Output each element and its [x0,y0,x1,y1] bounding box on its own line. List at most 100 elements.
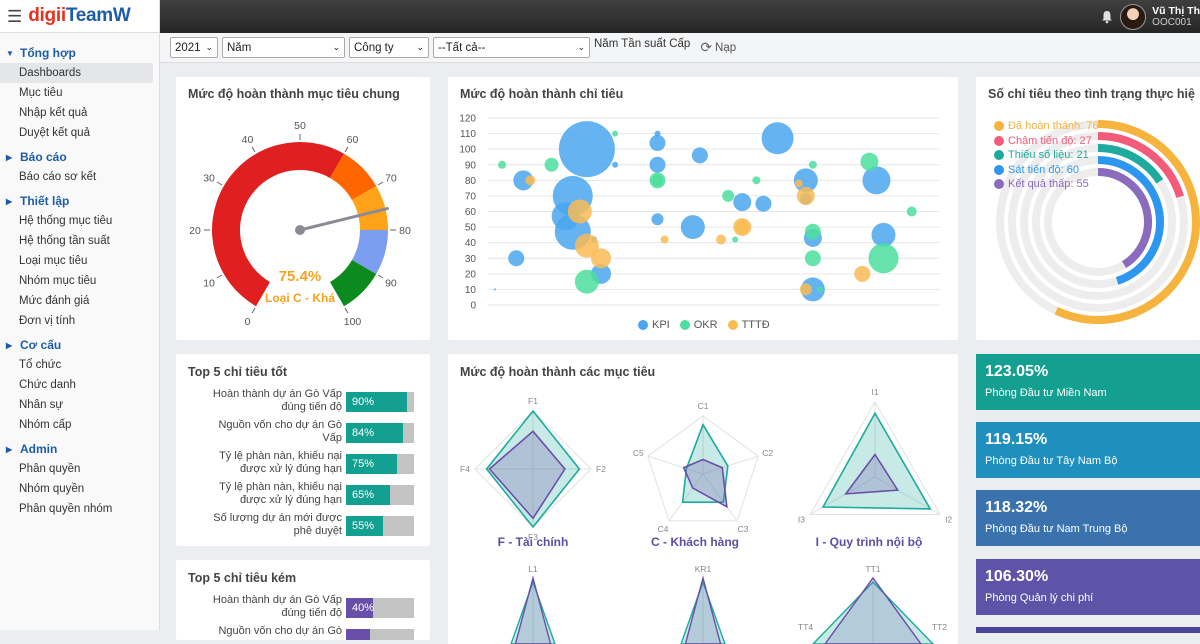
department-tile[interactable]: 119.15% Phòng Đầu tư Tây Nam Bộ [976,422,1200,478]
nav-item[interactable]: Duyệt kết quả [19,127,90,139]
nav-item[interactable]: Loại mục tiêu [19,255,88,267]
nav-item[interactable]: Chức danh [19,379,76,391]
radar-series-1 [844,453,900,495]
ring-legend-item: Đã hoàn thành: 76 [994,119,1099,134]
bubble-point-kpi [862,166,891,195]
hamburger-menu-icon[interactable]: ☰ [7,6,23,26]
gauge-band-2 [351,186,388,230]
legend-dot [994,135,1004,146]
top_good-bar-fill: 75% [346,454,397,474]
nav-spacer [0,519,159,523]
radar-charts: F1 F2 F3 F4 C1 C2 C3 C4 C5 I1 I2 I3 L1 KR1 TT1 TT4 TT2 [460,387,952,644]
radar-axis-label: F1 [528,396,538,406]
scope-select[interactable]: --Tất cả-- ⌄ [433,37,590,58]
nav-group-4[interactable]: ▶ Admin [0,439,159,459]
top_bad-bar-track: 40% [346,598,414,618]
nav-item[interactable]: Dashboards [0,63,153,83]
nav-item[interactable]: Hệ thống tần suất [19,235,110,247]
bubble-point-okr [732,236,739,243]
bubble-point-kpi [680,215,705,240]
bubble-point-tttđ [567,199,592,224]
app-logo[interactable]: digiiTeamW [28,5,131,27]
ring-legend-item: Thiếu số liệu: 21 [994,148,1099,163]
period-select[interactable]: Năm ⌄ [222,37,345,58]
department-tile[interactable]: 118.32% Phòng Đầu tư Nam Trung Bộ [976,490,1200,546]
bubble-point-kpi [654,130,661,137]
department-tile[interactable]: 123.05% Phòng Đầu tư Miền Nam [976,354,1200,410]
radar-series-1 [684,575,722,644]
bubble-point-kpi [800,277,825,302]
radar-series-1 [824,576,922,644]
gauge-title: Mức độ hoàn thành mục tiêu chung [188,87,400,101]
bell-icon[interactable] [1100,10,1114,24]
nav-item[interactable]: Nhân sự [19,399,64,411]
bubble-chart: 0 10 20 30 40 50 60 70 80 90 100 110 120 [459,114,940,312]
nav-item[interactable]: Tổ chức [19,359,62,371]
nav-group-2[interactable]: ▶ Thiết lập [0,191,159,211]
bubble-point-tttđ [591,248,611,269]
legend-dot [994,121,1004,132]
nav-item[interactable]: Nhóm mục tiêu [19,275,97,287]
department-tile[interactable]: 106.30% Phòng Quản lý chi phí [976,559,1200,615]
nav-item[interactable]: Mục tiêu [19,87,63,99]
logo-text-blue: TeamW [65,5,131,26]
avatar[interactable] [1120,3,1147,30]
user-menu[interactable]: Vũ Thị Th OOC001 [1100,0,1200,33]
bubble-point-okr [544,157,559,172]
top_bad-bar-track [346,629,414,640]
bubble-y-tick: 110 [460,129,476,140]
nav-group-3[interactable]: ▶ Cơ cấu [0,335,159,355]
ring-arc-2 [1097,144,1164,184]
bubble-title: Mức độ hoàn thành chỉ tiêu [460,87,624,101]
bubble-point-tttđ [854,265,871,282]
top-bad-title: Top 5 chỉ tiêu kém [188,571,297,585]
nav-item[interactable]: Nhóm cấp [19,419,72,431]
ring-arc-1 [1097,132,1185,198]
top_good-label: Hoàn thành dự án Gò Vấp đúng tiến độ [212,388,342,413]
gauge-chart: 0 10 20 30 40 50 60 70 80 90 100 75.4% Loại C - Khá [189,120,411,328]
nav-item[interactable]: Mức đánh giá [19,295,90,307]
unit-select[interactable]: Công ty ⌄ [349,37,429,58]
bubble-y-tick: 40 [465,238,477,249]
radar-axis [668,473,704,522]
radar-axis-label: F2 [596,464,606,474]
gauge-tick-label: 10 [203,278,215,290]
top_bad-row: Hoàn thành dự án Gò Vấp đúng tiến độ 40% [176,594,426,624]
reload-button[interactable]: ⟳ Nạp [700,39,736,56]
sidebar-header: ☰ digiiTeamW [0,0,159,33]
nav-item[interactable]: Hệ thống mục tiêu [19,215,113,227]
caret-right-icon: ▶ [6,152,13,162]
ring-arc-0 [1054,120,1200,324]
gauge-tick-label: 20 [189,225,201,237]
top_good-bar-fill: 65% [346,485,391,505]
nav-item[interactable]: Phân quyền nhóm [19,503,113,515]
radar-axis [702,455,759,475]
gauge-needle [298,207,389,232]
legend-label[interactable]: TTTĐ [741,319,770,331]
nav-group-label: Thiết lập [20,194,70,208]
nav-item[interactable]: Báo cáo sơ kết [19,171,97,183]
bubble-point-kpi [691,147,708,164]
tile-percent: 118.32% [985,499,1048,516]
nav-item[interactable]: Đơn vị tính [19,315,76,327]
top_good-bar-track: 55% [346,516,414,536]
nav-group-0[interactable]: ▼ Tổng hợp [0,43,159,63]
legend-label[interactable]: OKR [693,319,718,331]
department-tile[interactable] [976,627,1200,633]
radar-axis-label: I1 [871,387,878,397]
year-select[interactable]: 2021 ⌄ [170,37,218,58]
chevron-down-icon: ⌄ [416,42,424,52]
legend-label[interactable]: KPI [652,319,670,331]
sidebar-nav: ▼ Tổng hợp Dashboards Mục tiêu Nhập kết quả D… [0,33,159,523]
nav-group-1[interactable]: ▶ Báo cáo [0,147,159,167]
nav-item[interactable]: Nhóm quyền [19,483,85,495]
top_good-bar-fill: 84% [346,423,404,443]
bubble-point-okr [574,269,599,294]
caret-right-icon: ▶ [6,340,13,350]
nav-item[interactable]: Phân quyền [19,463,81,475]
bubble-point-kpi [755,195,772,212]
chevron-down-icon: ⌄ [577,42,585,52]
nav-item[interactable]: Nhập kết quả [19,107,88,119]
top_bad-label: Nguồn vốn cho dự án Gò [218,625,342,637]
legend-dot [994,179,1004,190]
